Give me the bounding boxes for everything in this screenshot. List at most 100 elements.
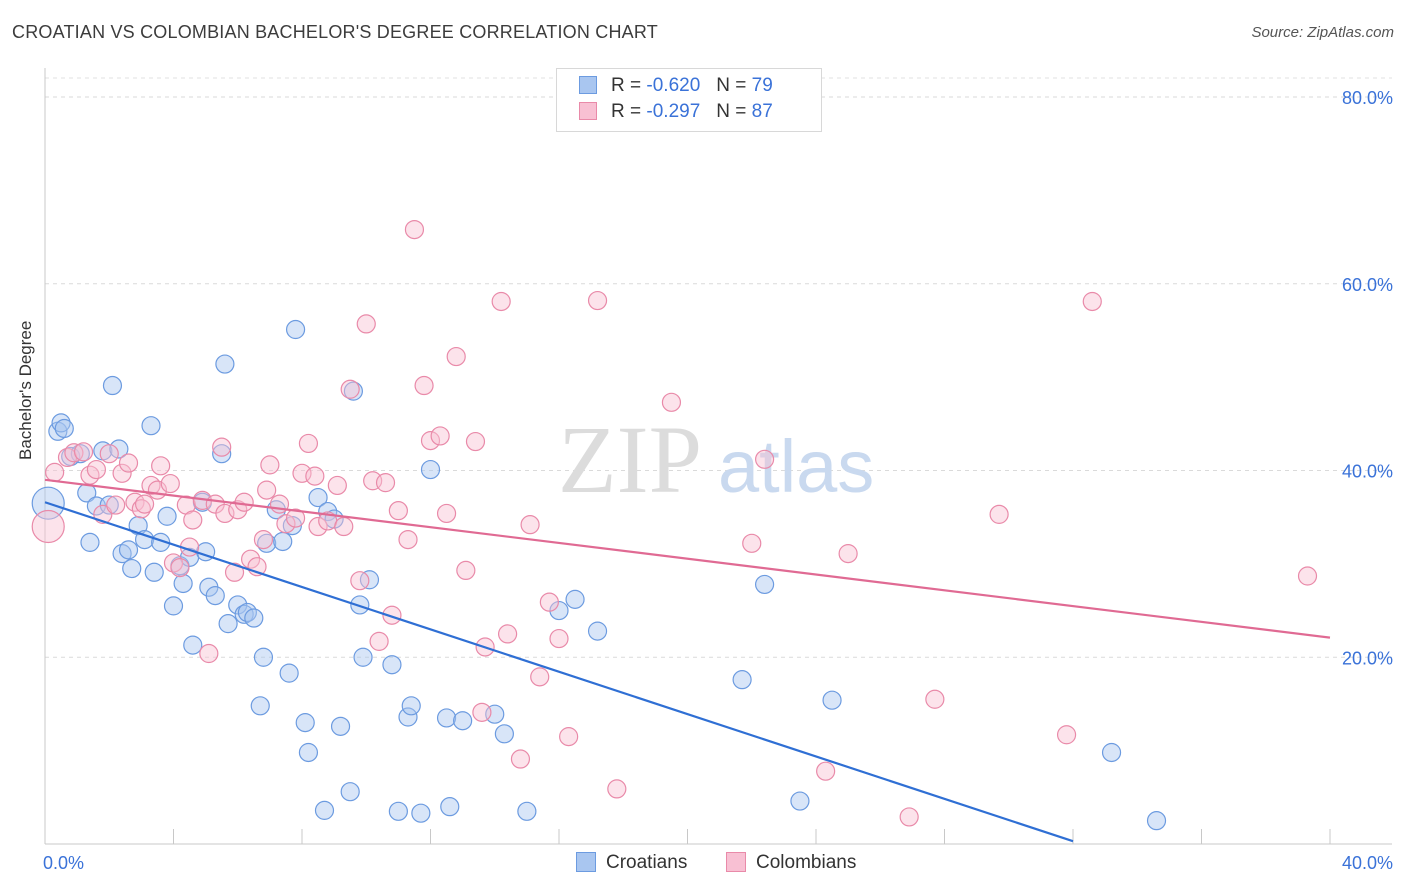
legend-n-value-croatians: 79 [751,75,773,96]
croatian-point [279,663,299,683]
colombian-point [742,533,762,553]
croatian-point [118,540,139,560]
colombian-point [253,529,274,550]
croatian-point [51,413,71,433]
legend-r-value-croatians: -0.620 [646,75,701,96]
colombian-point [257,480,277,500]
colombian-point [388,501,408,521]
croatian-point [440,797,460,817]
series-name-colombians: Colombians [756,852,857,873]
colombian-point [285,508,306,528]
croatian-point [790,791,810,811]
croatian-point [1146,811,1167,831]
colombian-point [549,628,569,649]
croatian-point [359,570,380,590]
colombian-point [436,503,457,524]
colombian-point [925,689,945,709]
croatian-point [250,696,270,716]
colombian-point [498,624,518,644]
colombian-point [530,667,550,687]
croatian-point [54,418,74,439]
x-tick-label-min: 0.0% [43,853,84,873]
croatian-trend-line [44,501,1074,843]
legend-n-value-colombians: 87 [751,101,773,122]
croatian-point [173,573,193,594]
croatian-point [308,487,328,508]
legend-row-colombians: R = -0.297 N = 87 [579,101,773,127]
colombian-point [112,463,132,483]
croatian-point [157,506,177,526]
croatian-point [183,635,203,655]
colombian-point [64,443,84,463]
colombian-point [414,375,434,396]
colombian-point [587,290,608,311]
series-name-croatians: Croatians [606,852,688,873]
colombian-point [491,291,511,312]
colombian-point [106,495,126,515]
colombian-point [305,466,325,486]
croatian-point [314,800,335,820]
colombian-point [118,453,139,473]
colombian-point [375,473,396,493]
x-tick-label-max: 40.0% [1342,853,1393,873]
y-tick-label: 20.0% [1342,648,1393,668]
croatian-point [228,595,248,615]
croatian-point [134,529,155,550]
colombian-point [160,473,180,494]
colombian-point [559,727,579,747]
colombian-point [350,571,370,591]
gridlines [45,77,1392,658]
croatian-point [732,670,752,690]
legend-swatch-croatians [579,76,597,94]
colombian-point [989,504,1009,524]
croatian-point [218,614,238,634]
croatian-point [353,647,373,667]
series-swatch-colombians [726,852,746,872]
colombian-point [446,346,466,367]
croatian-point [754,574,775,595]
colombian-point [356,314,376,334]
colombian-point [228,500,248,520]
croatian-point [343,381,363,401]
croatian-point [420,459,441,480]
data-points [31,219,1318,831]
colombian-point [661,392,682,412]
colombian-point [45,462,65,482]
colombian-point [73,442,94,462]
croatian-point [494,724,514,744]
legend-r-value-colombians: -0.297 [646,101,701,122]
colombian-point [224,562,245,582]
colombian-point [816,761,836,781]
croatian-point [144,562,164,582]
y-tick-label: 60.0% [1342,275,1393,295]
croatian-point [273,531,293,552]
colombian-point [510,749,531,769]
colombian-point [31,509,65,544]
colombian-point [465,431,486,452]
croatian-point [587,621,608,641]
croatian-point [141,416,161,436]
colombian-point [607,779,627,799]
croatian-point [298,742,319,763]
croatian-point [80,532,100,552]
croatian-point [295,713,315,733]
colombian-point [260,455,280,475]
croatian-point [109,439,129,459]
colombian-point [404,219,425,240]
y-tick-label: 40.0% [1342,462,1393,482]
legend: R = -0.620 N = 79 R = -0.297 N = 87 [556,68,822,132]
colombian-point [1056,725,1077,745]
colombian-point [151,456,171,476]
colombian-point [334,516,354,537]
croatian-point [1101,742,1122,763]
croatian-point [257,533,277,553]
tick-labels: 20.0% 40.0% 60.0% 80.0% 0.0% 40.0% [43,88,1393,873]
croatian-point [330,716,351,736]
y-axis-label: Bachelor's Degree [16,320,35,460]
colombian-point [520,515,540,535]
colombian-point [1082,291,1102,312]
chart-title: CROATIAN VS COLOMBIAN BACHELOR'S DEGREE … [12,22,658,42]
legend-r-label: R = [611,75,642,96]
colombian-point [234,492,254,512]
